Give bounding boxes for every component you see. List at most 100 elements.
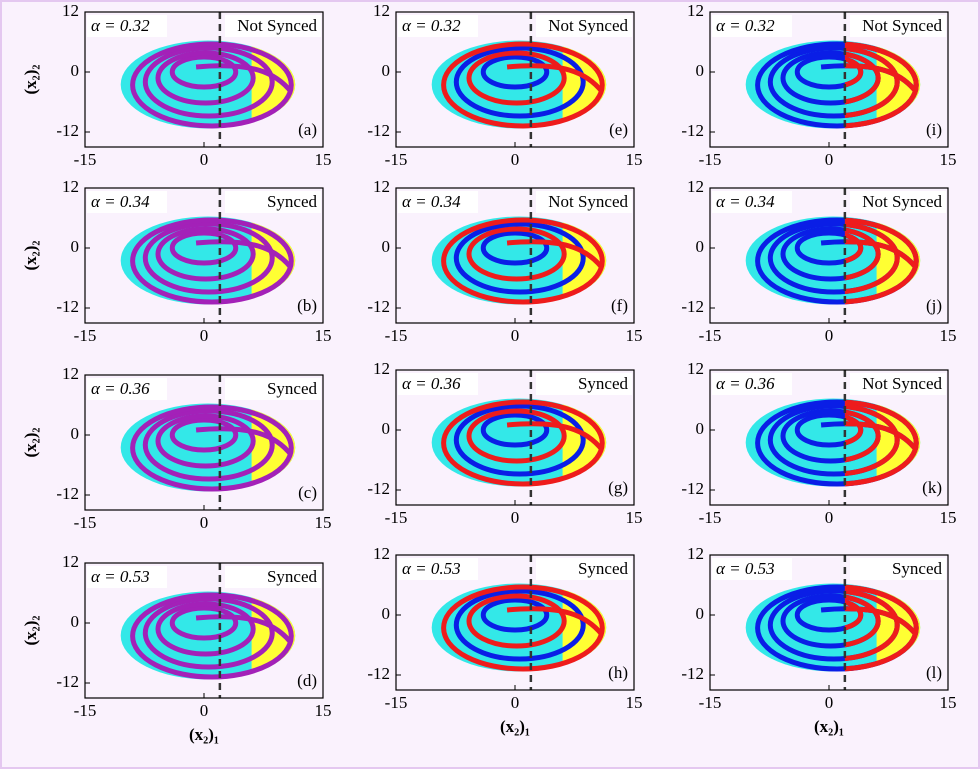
x-tick-label: -15 bbox=[699, 326, 722, 345]
panel: -15 0 15 -12 0 12 α = 0.34 Not Synced (j) bbox=[681, 177, 956, 345]
annotation-bg bbox=[87, 566, 167, 588]
loop bbox=[844, 232, 864, 264]
annotation-bg bbox=[87, 191, 167, 213]
y-tick-label: 0 bbox=[382, 237, 391, 256]
status-bg bbox=[225, 566, 321, 588]
loop bbox=[480, 597, 550, 633]
y-axis-label: (x₂)₂ bbox=[21, 615, 40, 645]
y-tick-label: 12 bbox=[687, 1, 704, 20]
x-tick-label: 0 bbox=[511, 150, 520, 169]
loop bbox=[453, 588, 586, 662]
y-tick-label: 0 bbox=[71, 424, 80, 443]
x-axis-label: (x₂)₁ bbox=[189, 725, 219, 744]
status-bg bbox=[225, 15, 321, 37]
y-tick-label: 12 bbox=[687, 359, 704, 378]
loop bbox=[130, 217, 294, 305]
loop bbox=[142, 221, 275, 295]
alpha-label: α = 0.36 bbox=[716, 374, 775, 393]
panel-label: (l) bbox=[926, 663, 942, 682]
loop bbox=[169, 54, 239, 90]
loop bbox=[466, 226, 567, 282]
sync-status: Not Synced bbox=[237, 16, 317, 35]
panel: -15 0 15 -12 0 12 α = 0.34 Synced (b) (x₂)₂ bbox=[21, 177, 332, 345]
tail bbox=[195, 614, 294, 645]
sync-status: Synced bbox=[892, 559, 943, 578]
y-tick-label: -12 bbox=[681, 664, 704, 683]
panel: -15 0 15 -12 0 12 α = 0.36 Synced (c) (x₂)₂ bbox=[21, 364, 332, 532]
y-axis-label: (x₂)₂ bbox=[21, 240, 40, 270]
loop bbox=[453, 403, 586, 477]
x-tick-label: -15 bbox=[699, 150, 722, 169]
loop bbox=[441, 584, 605, 672]
loop bbox=[844, 46, 900, 118]
y-tick-label: 12 bbox=[62, 177, 79, 196]
y-tick-label: -12 bbox=[56, 484, 79, 503]
trajectory bbox=[441, 584, 605, 672]
status-bg bbox=[850, 558, 946, 580]
x-tick-label: 15 bbox=[940, 693, 957, 712]
y-tick-label: 0 bbox=[696, 61, 705, 80]
tail bbox=[506, 421, 605, 452]
attractor bbox=[745, 40, 921, 129]
annotation-bg bbox=[398, 373, 478, 395]
loop bbox=[169, 230, 239, 266]
panel-label: (i) bbox=[926, 120, 942, 139]
status-bg bbox=[536, 558, 632, 580]
y-tick-label: 12 bbox=[62, 1, 79, 20]
y-tick-label: 0 bbox=[382, 604, 391, 623]
y-tick-label: 12 bbox=[62, 364, 79, 383]
panel: -15 0 15 -12 0 12 α = 0.53 Synced (h) (x₂)₁ bbox=[367, 544, 642, 736]
alpha-label: α = 0.53 bbox=[91, 567, 150, 586]
y-tick-label: -12 bbox=[681, 121, 704, 140]
annotation-bg bbox=[712, 373, 792, 395]
y-tick-label: -12 bbox=[56, 297, 79, 316]
x-tick-label: 0 bbox=[511, 693, 520, 712]
loop bbox=[844, 51, 881, 105]
y-tick-label: 0 bbox=[71, 61, 80, 80]
loop bbox=[142, 45, 275, 119]
panel-label: (h) bbox=[608, 663, 628, 682]
tail bbox=[844, 421, 919, 452]
panel: -15 0 15 -12 0 12 α = 0.32 Not Synced (i) bbox=[681, 1, 956, 169]
x-tick-label: 0 bbox=[200, 513, 209, 532]
loop bbox=[155, 601, 256, 657]
status-bg bbox=[225, 191, 321, 213]
loop bbox=[130, 404, 294, 492]
trajectory bbox=[130, 404, 294, 492]
tail bbox=[195, 426, 294, 457]
y-tick-label: -12 bbox=[56, 672, 79, 691]
sync-status: Not Synced bbox=[548, 16, 628, 35]
trajectory bbox=[844, 399, 919, 487]
x-tick-label: -15 bbox=[385, 693, 408, 712]
panel: -15 0 15 -12 0 12 α = 0.53 Synced (d) (x₂)₂ (x₂)₁ bbox=[21, 552, 332, 744]
loop bbox=[844, 41, 919, 129]
annotation-bg bbox=[712, 558, 792, 580]
y-tick-label: 12 bbox=[373, 177, 390, 196]
panel-label: (f) bbox=[611, 296, 628, 315]
loop bbox=[441, 217, 605, 305]
y-tick-label: 12 bbox=[687, 544, 704, 563]
sync-status: Not Synced bbox=[548, 192, 628, 211]
x-tick-label: 0 bbox=[825, 150, 834, 169]
panel: -15 0 15 -12 0 12 α = 0.36 Synced (g) bbox=[367, 359, 642, 527]
x-tick-label: 15 bbox=[315, 150, 332, 169]
alpha-label: α = 0.34 bbox=[402, 192, 461, 211]
attractor bbox=[745, 398, 921, 487]
trajectory bbox=[844, 41, 919, 129]
annotation-bg bbox=[398, 191, 478, 213]
x-tick-label: 15 bbox=[626, 693, 643, 712]
panel: -15 0 15 -12 0 12 α = 0.32 Not Synced (a) (x₂)₂ bbox=[21, 1, 332, 169]
panel-label: (j) bbox=[926, 296, 942, 315]
annotation-bg bbox=[398, 15, 478, 37]
annotation-bg bbox=[87, 378, 167, 400]
y-axis-label: (x₂)₂ bbox=[21, 427, 40, 457]
y-tick-label: 12 bbox=[62, 552, 79, 571]
tail bbox=[506, 606, 605, 637]
attractor bbox=[431, 583, 607, 672]
tail bbox=[844, 63, 919, 94]
x-tick-label: 15 bbox=[626, 150, 643, 169]
y-tick-label: 0 bbox=[71, 237, 80, 256]
sync-status: Not Synced bbox=[862, 192, 942, 211]
x-tick-label: 15 bbox=[315, 513, 332, 532]
